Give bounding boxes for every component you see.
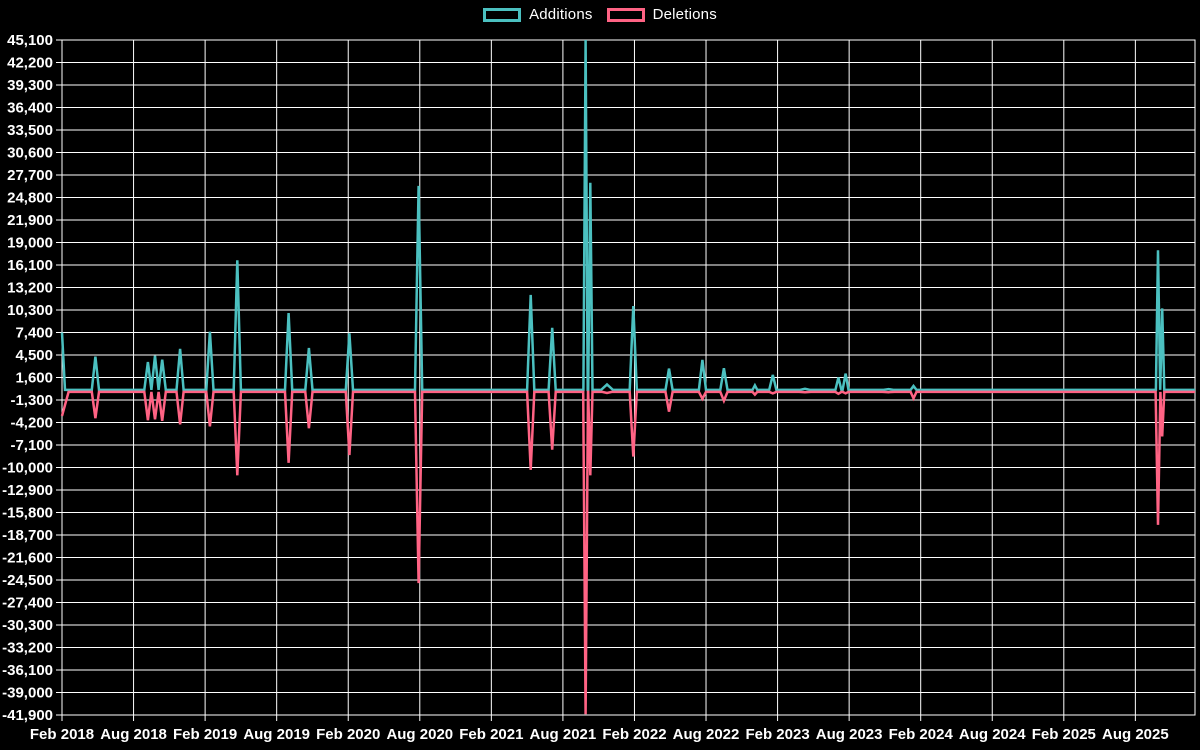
deletions-swatch-icon	[606, 7, 645, 22]
legend-item-deletions[interactable]: Deletions	[606, 6, 717, 23]
y-tick-label: 16,100	[7, 257, 53, 274]
y-tick-label: 19,000	[7, 235, 53, 252]
y-tick-label: -1,300	[10, 392, 53, 409]
y-tick-label: -4,200	[10, 415, 53, 432]
y-tick-label: -12,900	[2, 482, 53, 499]
x-tick-label: Feb 2019	[173, 726, 237, 743]
y-tick-label: 24,800	[7, 190, 53, 207]
chart-legend: Additions Deletions	[0, 6, 1200, 23]
deletions-line-series	[60, 390, 1195, 715]
additions-swatch-icon	[483, 7, 522, 22]
x-tick-label: Feb 2025	[1032, 726, 1096, 743]
x-tick-label: Feb 2018	[30, 726, 94, 743]
y-tick-label: -7,100	[10, 437, 53, 454]
x-tick-label: Feb 2024	[889, 726, 954, 743]
y-tick-label: 33,500	[7, 122, 53, 139]
x-tick-label: Aug 2023	[816, 726, 883, 743]
y-tick-label: 7,400	[15, 325, 53, 342]
x-tick-label: Aug 2025	[1102, 726, 1169, 743]
y-tick-label: -33,200	[2, 640, 53, 657]
y-tick-label: -18,700	[2, 527, 53, 544]
y-tick-label: -21,600	[2, 550, 53, 567]
x-tick-label: Feb 2020	[316, 726, 380, 743]
y-tick-label: -15,800	[2, 505, 53, 522]
y-tick-label: 27,700	[7, 167, 53, 184]
x-tick-label: Aug 2018	[100, 726, 167, 743]
y-tick-label: 45,100	[7, 32, 53, 49]
y-tick-label: 39,300	[7, 77, 53, 94]
y-tick-label: -36,100	[2, 662, 53, 679]
y-tick-label: -39,000	[2, 685, 53, 702]
y-tick-label: 1,600	[15, 370, 53, 387]
y-tick-label: 4,500	[15, 347, 53, 364]
y-tick-label: 36,400	[7, 100, 53, 117]
x-tick-label: Aug 2021	[530, 726, 597, 743]
y-tick-label: -24,500	[2, 572, 53, 589]
legend-label-additions: Additions	[529, 6, 593, 23]
additions-line-series	[60, 39, 1195, 392]
y-tick-label: 21,900	[7, 212, 53, 229]
x-tick-label: Aug 2020	[386, 726, 453, 743]
x-tick-label: Feb 2021	[459, 726, 523, 743]
plot-border	[61, 39, 1196, 716]
y-tick-label: -10,000	[2, 460, 53, 477]
y-tick-label: -30,300	[2, 617, 53, 634]
legend-label-deletions: Deletions	[652, 6, 717, 23]
y-tick-label: -41,900	[2, 707, 53, 724]
legend-item-additions[interactable]: Additions	[483, 6, 593, 23]
x-tick-label: Aug 2022	[673, 726, 740, 743]
x-tick-label: Feb 2022	[602, 726, 666, 743]
x-tick-label: Feb 2023	[745, 726, 809, 743]
y-tick-label: -27,400	[2, 595, 53, 612]
x-tick-label: Aug 2024	[959, 726, 1026, 743]
y-tick-label: 30,600	[7, 145, 53, 162]
y-tick-label: 13,200	[7, 280, 53, 297]
x-tick-label: Aug 2019	[243, 726, 310, 743]
y-tick-label: 10,300	[7, 302, 53, 319]
y-tick-label: 42,200	[7, 55, 53, 72]
